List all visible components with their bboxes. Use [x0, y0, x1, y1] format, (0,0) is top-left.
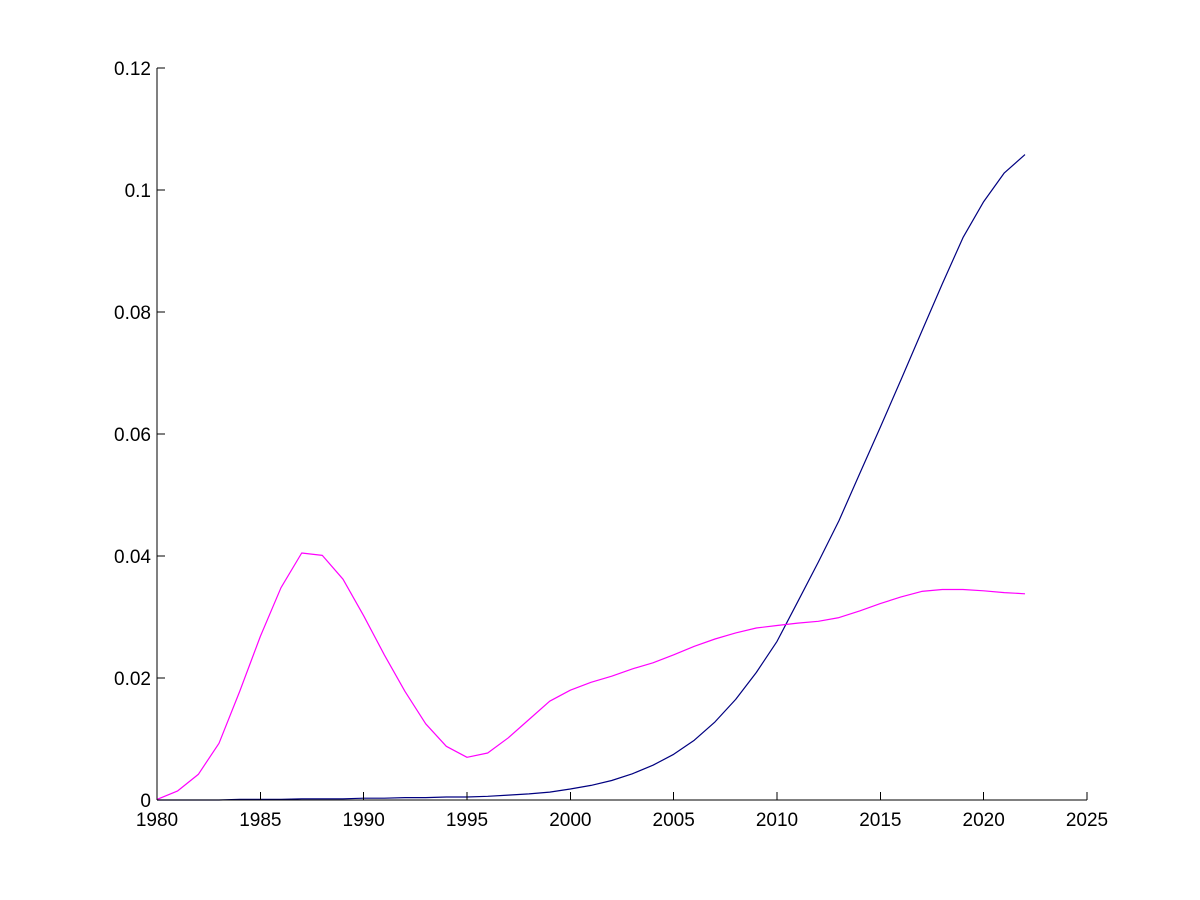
plot-area: [156, 154, 1026, 801]
y-tick-label: 0.02: [114, 669, 151, 690]
x-tick-label: 1985: [239, 810, 281, 831]
x-tick-label: 1990: [343, 810, 385, 831]
y-tick-label: 0.06: [114, 425, 151, 446]
x-tick-label: 2020: [963, 810, 1005, 831]
x-tick-label: 2010: [756, 810, 798, 831]
y-tick-label: 0.04: [114, 547, 151, 568]
series-line-2: [156, 552, 1026, 800]
x-tick-label: 2025: [1066, 810, 1108, 831]
x-tick-label: 2005: [653, 810, 695, 831]
x-tick-label: 1980: [136, 810, 178, 831]
y-axis: 0 0.02 0.04 0.06 0.08 0.1 0.12: [114, 59, 165, 812]
x-tick-label: 2000: [549, 810, 591, 831]
series-line-1: [157, 154, 1026, 801]
y-tick-label: 0.12: [114, 59, 151, 80]
y-tick-label: 0: [140, 791, 151, 812]
x-tick-label: 2015: [859, 810, 901, 831]
y-tick-label: 0.1: [125, 181, 151, 202]
x-axis: 1980 1985 1990 1995 2000 2005 2010 2015 2020 2025: [136, 792, 1108, 831]
y-tick-label: 0.08: [114, 303, 151, 324]
x-tick-label: 1995: [446, 810, 488, 831]
